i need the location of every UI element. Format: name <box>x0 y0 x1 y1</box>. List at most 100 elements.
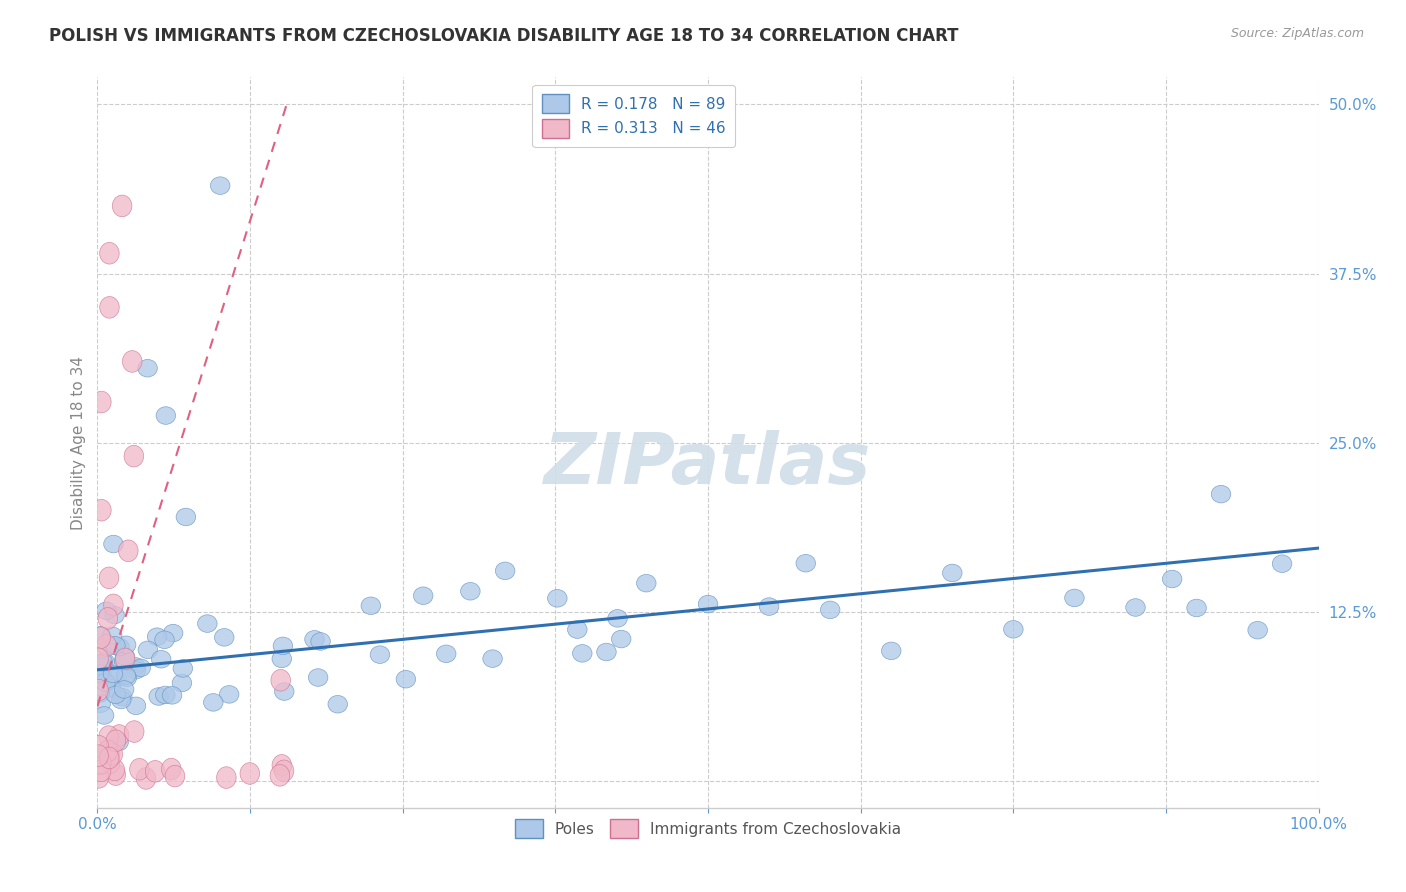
Ellipse shape <box>100 752 120 773</box>
Ellipse shape <box>1211 485 1230 503</box>
Ellipse shape <box>97 744 117 766</box>
Ellipse shape <box>1004 621 1024 638</box>
Ellipse shape <box>127 697 146 714</box>
Ellipse shape <box>211 177 231 194</box>
Ellipse shape <box>112 195 132 217</box>
Ellipse shape <box>114 652 134 669</box>
Ellipse shape <box>129 758 149 780</box>
Ellipse shape <box>361 597 381 615</box>
Ellipse shape <box>117 667 136 684</box>
Ellipse shape <box>101 680 121 698</box>
Ellipse shape <box>90 657 110 675</box>
Ellipse shape <box>104 607 124 624</box>
Ellipse shape <box>96 673 115 691</box>
Ellipse shape <box>118 540 138 562</box>
Ellipse shape <box>149 688 169 706</box>
Ellipse shape <box>176 508 195 525</box>
Ellipse shape <box>97 634 117 657</box>
Ellipse shape <box>271 755 291 776</box>
Ellipse shape <box>89 766 108 789</box>
Ellipse shape <box>1249 622 1267 639</box>
Ellipse shape <box>110 639 129 656</box>
Ellipse shape <box>413 587 433 605</box>
Ellipse shape <box>111 691 131 709</box>
Ellipse shape <box>436 645 456 663</box>
Ellipse shape <box>308 669 328 686</box>
Ellipse shape <box>461 582 479 600</box>
Ellipse shape <box>94 706 114 724</box>
Ellipse shape <box>89 735 108 757</box>
Ellipse shape <box>91 666 111 684</box>
Ellipse shape <box>122 351 142 372</box>
Ellipse shape <box>89 680 108 701</box>
Ellipse shape <box>607 609 627 627</box>
Ellipse shape <box>104 594 124 615</box>
Ellipse shape <box>311 632 330 650</box>
Ellipse shape <box>163 624 183 642</box>
Ellipse shape <box>91 760 111 781</box>
Text: ZIPatlas: ZIPatlas <box>544 430 872 499</box>
Ellipse shape <box>1163 570 1182 588</box>
Ellipse shape <box>612 631 631 648</box>
Ellipse shape <box>105 764 125 786</box>
Ellipse shape <box>165 765 184 787</box>
Ellipse shape <box>155 631 174 648</box>
Ellipse shape <box>882 642 901 660</box>
Ellipse shape <box>91 392 111 413</box>
Ellipse shape <box>114 681 134 698</box>
Ellipse shape <box>138 641 157 658</box>
Ellipse shape <box>370 646 389 664</box>
Ellipse shape <box>131 659 150 677</box>
Ellipse shape <box>273 637 292 655</box>
Ellipse shape <box>124 445 143 467</box>
Ellipse shape <box>162 758 181 780</box>
Ellipse shape <box>96 653 114 671</box>
Ellipse shape <box>217 767 236 789</box>
Ellipse shape <box>173 659 193 677</box>
Ellipse shape <box>117 636 136 654</box>
Ellipse shape <box>104 535 124 553</box>
Ellipse shape <box>271 650 291 667</box>
Ellipse shape <box>105 637 125 654</box>
Ellipse shape <box>105 730 125 752</box>
Ellipse shape <box>145 761 165 782</box>
Ellipse shape <box>274 760 294 781</box>
Ellipse shape <box>91 500 111 521</box>
Ellipse shape <box>271 670 291 691</box>
Ellipse shape <box>103 627 122 645</box>
Ellipse shape <box>198 615 217 632</box>
Ellipse shape <box>107 669 127 687</box>
Ellipse shape <box>596 643 616 661</box>
Ellipse shape <box>240 763 260 784</box>
Ellipse shape <box>91 752 111 773</box>
Ellipse shape <box>103 665 122 682</box>
Ellipse shape <box>495 562 515 580</box>
Text: Source: ZipAtlas.com: Source: ZipAtlas.com <box>1230 27 1364 40</box>
Ellipse shape <box>568 621 588 639</box>
Ellipse shape <box>98 607 118 629</box>
Ellipse shape <box>572 645 592 662</box>
Y-axis label: Disability Age 18 to 34: Disability Age 18 to 34 <box>72 356 86 530</box>
Ellipse shape <box>89 745 108 766</box>
Ellipse shape <box>270 764 290 786</box>
Ellipse shape <box>942 564 962 582</box>
Ellipse shape <box>100 747 120 769</box>
Ellipse shape <box>108 733 128 751</box>
Ellipse shape <box>93 654 112 671</box>
Ellipse shape <box>98 726 118 747</box>
Ellipse shape <box>172 674 191 692</box>
Ellipse shape <box>125 721 143 742</box>
Ellipse shape <box>162 687 181 704</box>
Ellipse shape <box>127 661 146 679</box>
Ellipse shape <box>100 743 120 764</box>
Ellipse shape <box>820 601 839 619</box>
Ellipse shape <box>215 629 233 646</box>
Ellipse shape <box>115 648 135 665</box>
Ellipse shape <box>90 753 110 774</box>
Ellipse shape <box>90 665 108 682</box>
Ellipse shape <box>100 296 120 318</box>
Ellipse shape <box>328 696 347 713</box>
Ellipse shape <box>110 724 129 747</box>
Ellipse shape <box>89 648 108 670</box>
Ellipse shape <box>136 768 156 789</box>
